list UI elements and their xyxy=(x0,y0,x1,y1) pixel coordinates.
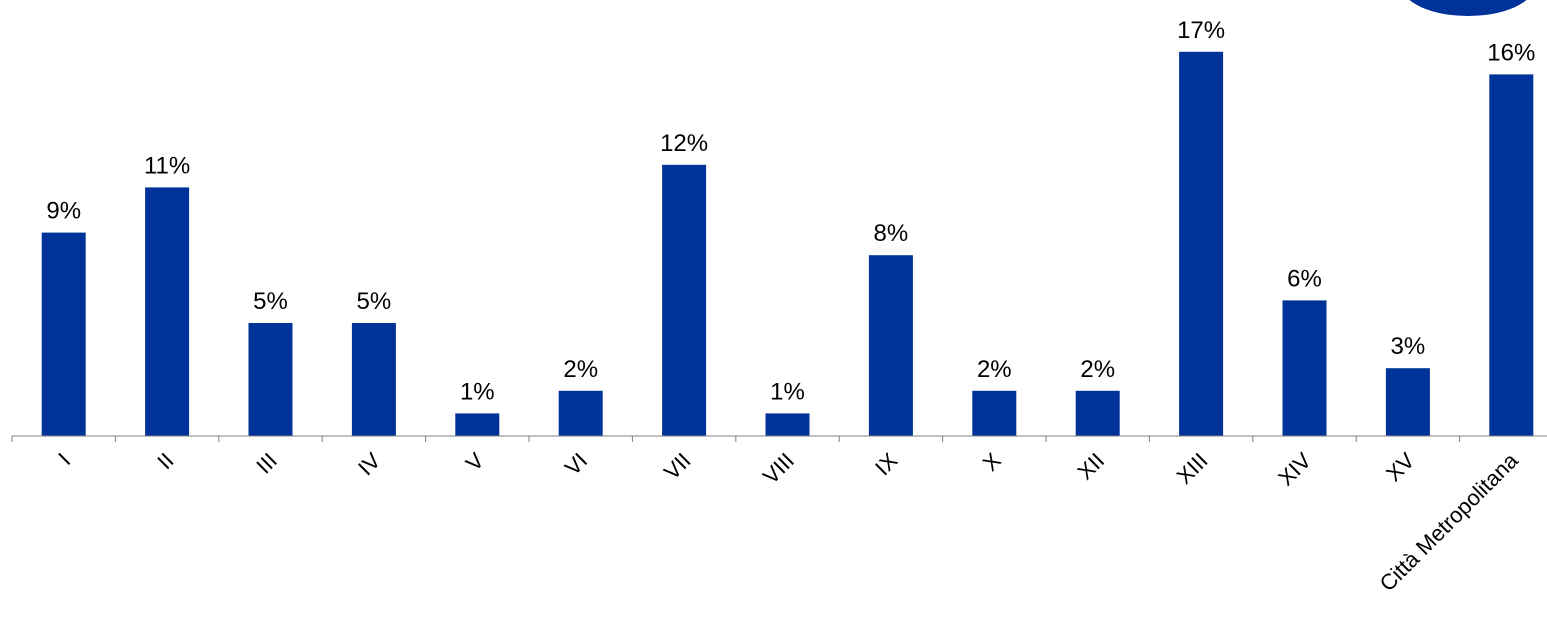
bar xyxy=(869,255,913,436)
x-tick-label: VIII xyxy=(758,448,799,489)
x-tick-label: II xyxy=(152,448,178,474)
bar-value-label: 1% xyxy=(460,378,495,405)
bar xyxy=(1489,74,1533,436)
bar-value-label: 2% xyxy=(563,356,598,383)
bar-value-label: 6% xyxy=(1287,265,1322,292)
bar-value-label: 17% xyxy=(1177,17,1225,44)
x-tick-label: XIV xyxy=(1273,448,1316,491)
x-axis xyxy=(12,436,1547,442)
x-tick-label: IV xyxy=(353,448,386,481)
bar xyxy=(1386,368,1430,436)
bar-value-label: 12% xyxy=(660,130,708,157)
bar xyxy=(662,165,706,436)
bar-value-label: 2% xyxy=(1080,356,1115,383)
bar-value-label: 3% xyxy=(1391,333,1426,360)
bar xyxy=(1076,391,1120,436)
x-tick-label: V xyxy=(461,448,489,476)
bar xyxy=(766,413,810,436)
x-tick-label: VI xyxy=(560,448,592,480)
bar-value-label: 8% xyxy=(874,220,909,247)
x-tick-label: XII xyxy=(1073,448,1110,485)
bar xyxy=(455,413,499,436)
bar-value-label: 9% xyxy=(46,198,81,225)
bar xyxy=(249,323,293,436)
bar xyxy=(352,323,396,436)
x-tick-label: X xyxy=(978,448,1006,476)
bar-value-label: 1% xyxy=(770,378,805,405)
x-tick-label: III xyxy=(251,448,282,479)
corner-logo-badge xyxy=(1402,0,1534,16)
bar xyxy=(1179,52,1223,436)
bar-value-label: 5% xyxy=(253,288,288,315)
bar xyxy=(1283,300,1327,436)
x-tick-label: VII xyxy=(659,448,696,485)
bar xyxy=(145,187,189,436)
bar xyxy=(972,391,1016,436)
bar-value-label: 11% xyxy=(144,152,190,179)
bar xyxy=(42,233,86,436)
x-tick-label: XV xyxy=(1381,448,1420,487)
x-tick-label: XIII xyxy=(1172,448,1213,489)
x-tick-label: IX xyxy=(870,448,903,481)
bar xyxy=(559,391,603,436)
bar-value-label: 5% xyxy=(357,288,392,315)
bar-value-label: 16% xyxy=(1487,39,1535,66)
bar-value-label: 2% xyxy=(977,356,1012,383)
x-tick-label: I xyxy=(53,448,75,470)
